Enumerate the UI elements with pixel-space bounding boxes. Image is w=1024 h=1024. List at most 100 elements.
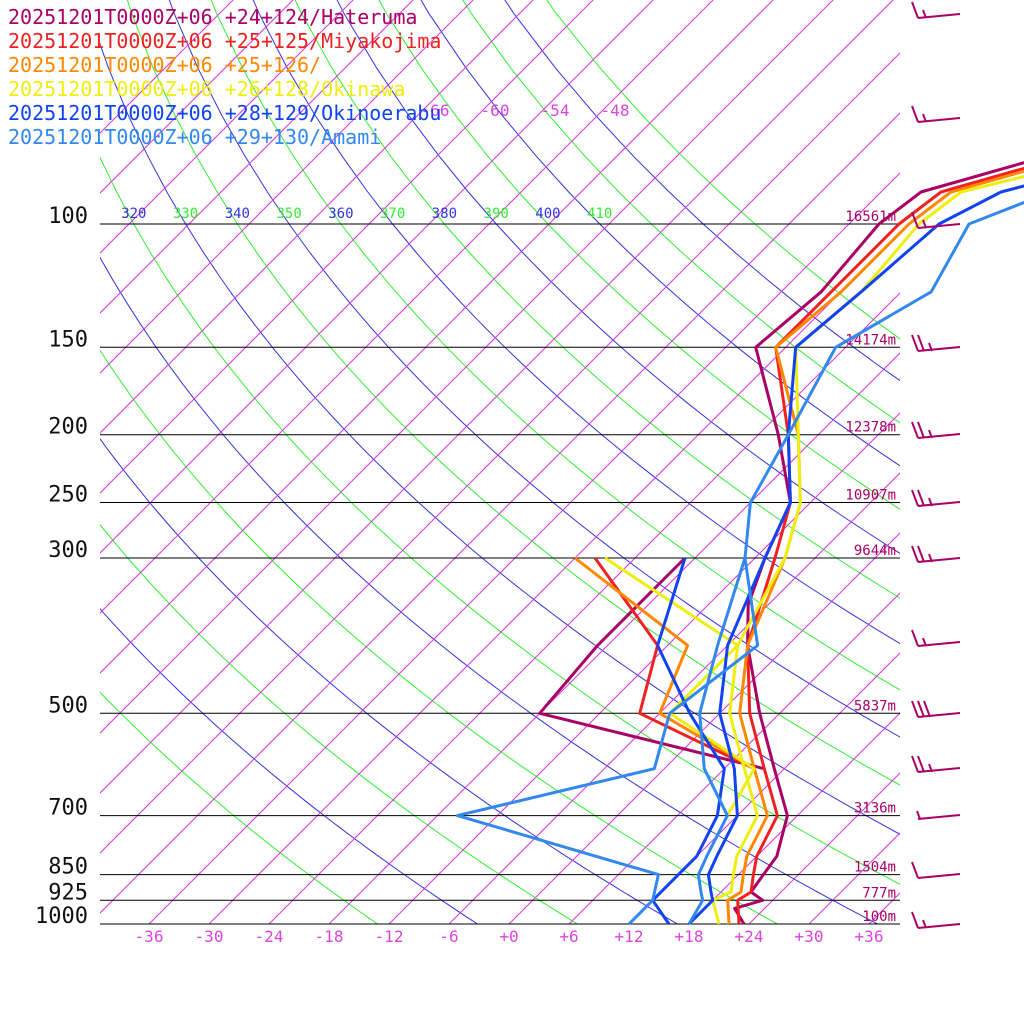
temperature-tick: +24 (735, 927, 764, 946)
temperature-profile (687, 184, 1024, 926)
wind-barb-flag (911, 911, 919, 929)
theta-label: 380 (432, 206, 457, 222)
isotherm (208, 232, 900, 924)
isotherm (100, 0, 294, 194)
dry-adiabat (100, 523, 579, 924)
wind-barb (911, 911, 961, 929)
temperature-profile (733, 161, 1024, 925)
temperature-tick: -24 (255, 927, 284, 946)
isotherm (688, 712, 900, 924)
wind-barb-flag (911, 211, 919, 229)
isotherm (508, 532, 900, 924)
isotherm (100, 0, 894, 794)
wind-barb (911, 105, 961, 123)
isotherm (148, 172, 900, 924)
wind-barb-flag (917, 545, 925, 563)
temperature-tick: +36 (855, 927, 884, 946)
isotherm (808, 832, 900, 924)
pressure-label: 150 (48, 327, 88, 352)
sounding-series (455, 161, 1024, 926)
isotherm (100, 0, 414, 314)
isotherm (100, 0, 834, 734)
theta-label: 360 (328, 206, 353, 222)
dry-adiabat (504, 0, 900, 382)
isotherm (100, 0, 534, 434)
isotherm (100, 0, 474, 374)
isotherm (100, 0, 594, 494)
isotherm (100, 112, 900, 914)
height-label: 12378m (845, 420, 896, 436)
wind-barb-flag (923, 700, 931, 718)
wind-barb-staff (917, 557, 961, 563)
wind-barb-flag (917, 700, 925, 718)
wind-barbs (911, 1, 961, 929)
wind-barb-half (928, 342, 933, 352)
wind-barb-flag (911, 545, 919, 563)
wind-barb (911, 421, 961, 439)
dry-adiabat (100, 608, 479, 924)
wind-barb-flag (917, 334, 925, 352)
wind-barb-half (928, 429, 933, 439)
isotherm (100, 0, 354, 254)
theta-labels: 320 330 340 350 360 370 380 390 400 410 (121, 206, 612, 222)
isotherm (628, 652, 900, 924)
wind-barb-flag (917, 421, 925, 439)
isotherm (100, 0, 654, 554)
wind-barb-flag (917, 755, 925, 773)
wind-barb-flag (911, 105, 919, 123)
height-label: 10907m (845, 488, 896, 504)
legend: 20251201T0000Z+06 +24+124/Hateruma202512… (8, 5, 441, 149)
pressure-label: 925 (48, 880, 88, 905)
height-label: 5837m (854, 698, 896, 714)
temperature-ticks: -36 -30 -24 -18 -12 -6 +0 +6 +12 +18 +24 +30 +36 (135, 927, 884, 946)
temperature-profile (687, 200, 1024, 925)
legend-entry: 20251201T0000Z+06 +25+125/Miyakojima (8, 29, 441, 53)
pressure-label: 700 (48, 796, 88, 821)
theta-label: 390 (484, 206, 509, 222)
isotherm (268, 292, 900, 924)
isotherm (448, 472, 900, 924)
height-label: 777m (862, 885, 896, 901)
wind-barb-flag (911, 334, 919, 352)
pressure-label: 200 (48, 415, 88, 440)
wind-barb (911, 700, 961, 718)
isotherm-label: -60 (481, 101, 510, 120)
wind-barb-half (922, 9, 927, 19)
dewpoint-profile (538, 556, 765, 771)
wind-barb-staff (917, 433, 961, 439)
isotherm-label: -48 (601, 101, 630, 120)
temperature-profile (736, 166, 1024, 925)
wind-barb (911, 755, 961, 773)
upper-isotherm-labels: -66 -60 -54 -48 (421, 101, 630, 120)
wind-barb-half (922, 919, 927, 929)
temperature-tick: +6 (559, 927, 578, 946)
wind-barb-staff (917, 501, 961, 507)
dewpoint-profile (455, 557, 760, 926)
legend-entry: 20251201T0000Z+06 +25+126/ (8, 53, 321, 77)
wind-barb-staff (917, 346, 961, 352)
pressure-label: 100 (48, 204, 88, 229)
isotherm (100, 0, 234, 134)
wind-barb-half (928, 763, 933, 773)
theta-label: 320 (121, 206, 146, 222)
pressure-label: 1000 (35, 904, 88, 929)
isotherms (100, 0, 900, 924)
isotherm (328, 352, 900, 924)
pressure-label: 500 (48, 693, 88, 718)
dry-adiabat (462, 0, 900, 424)
temperature-tick: -30 (195, 927, 224, 946)
temperature-tick: -6 (439, 927, 458, 946)
theta-label: 340 (225, 206, 250, 222)
wind-barb-flag (911, 489, 919, 507)
wind-barb (911, 861, 961, 879)
wind-barb-staff (917, 873, 961, 879)
theta-label: 410 (587, 206, 612, 222)
wind-barb (911, 545, 961, 563)
wind-barb-staff (917, 712, 961, 718)
temperature-profile (711, 174, 1024, 925)
wind-barb-half (922, 219, 927, 229)
wind-barb-staff (917, 767, 961, 773)
height-label: 3136m (854, 801, 896, 817)
wind-barb-flag (911, 755, 919, 773)
